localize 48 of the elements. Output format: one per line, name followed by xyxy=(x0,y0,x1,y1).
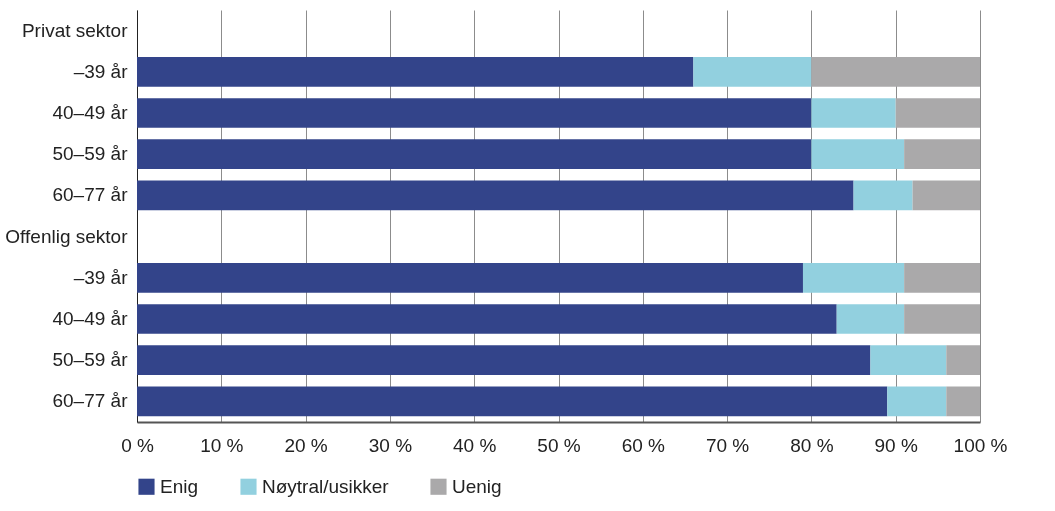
x-tick-label: 50 % xyxy=(537,434,581,456)
bar xyxy=(836,304,905,334)
bar xyxy=(137,386,888,417)
bar xyxy=(802,262,905,293)
y-tick-label: 60–77 år xyxy=(52,390,129,412)
bar xyxy=(895,98,980,128)
x-tick-label: 80 % xyxy=(790,434,834,456)
bar xyxy=(137,345,871,376)
bar xyxy=(946,386,980,417)
bar xyxy=(137,98,812,128)
y-tick-label: 60–77 år xyxy=(52,184,129,206)
x-tick-label: 30 % xyxy=(368,434,413,456)
y-tick-label: Privat sektor xyxy=(21,19,129,41)
bar xyxy=(811,139,905,170)
bar xyxy=(137,304,837,334)
bar xyxy=(137,139,812,170)
legend-label: Uenig xyxy=(452,475,502,497)
y-tick-label: –39 år xyxy=(73,60,129,82)
legend-label: Nøytral/usikker xyxy=(262,475,390,497)
bar xyxy=(811,98,896,128)
bar xyxy=(904,139,980,170)
bar xyxy=(887,386,947,417)
x-tick-label: 100 % xyxy=(953,434,1008,456)
bar xyxy=(912,180,980,211)
bar xyxy=(693,56,812,87)
legend-label: Enig xyxy=(160,475,199,497)
x-tick-label: 60 % xyxy=(621,434,666,456)
bar xyxy=(904,262,980,293)
bar xyxy=(946,345,980,376)
y-tick-label: 50–59 år xyxy=(52,143,129,165)
bar xyxy=(853,180,913,211)
x-tick-label: 10 % xyxy=(200,434,244,456)
y-tick-label: 40–49 år xyxy=(52,308,129,329)
x-tick-label: 70 % xyxy=(705,434,750,456)
x-tick-label: 20 % xyxy=(284,434,328,456)
x-tick-label: 0 % xyxy=(121,434,154,456)
bar xyxy=(904,304,980,334)
bar xyxy=(870,345,947,376)
bar xyxy=(137,262,803,293)
y-tick-label: Offenlig sektor xyxy=(5,225,129,247)
y-tick-label: –39 år xyxy=(73,266,129,288)
y-tick-label: 50–59 år xyxy=(52,349,129,371)
bar xyxy=(137,56,694,87)
x-tick-label: 40 % xyxy=(453,434,497,456)
bar xyxy=(137,180,854,211)
bar xyxy=(811,56,980,87)
y-tick-label: 40–49 år xyxy=(52,102,129,123)
x-tick-label: 90 % xyxy=(874,434,918,456)
